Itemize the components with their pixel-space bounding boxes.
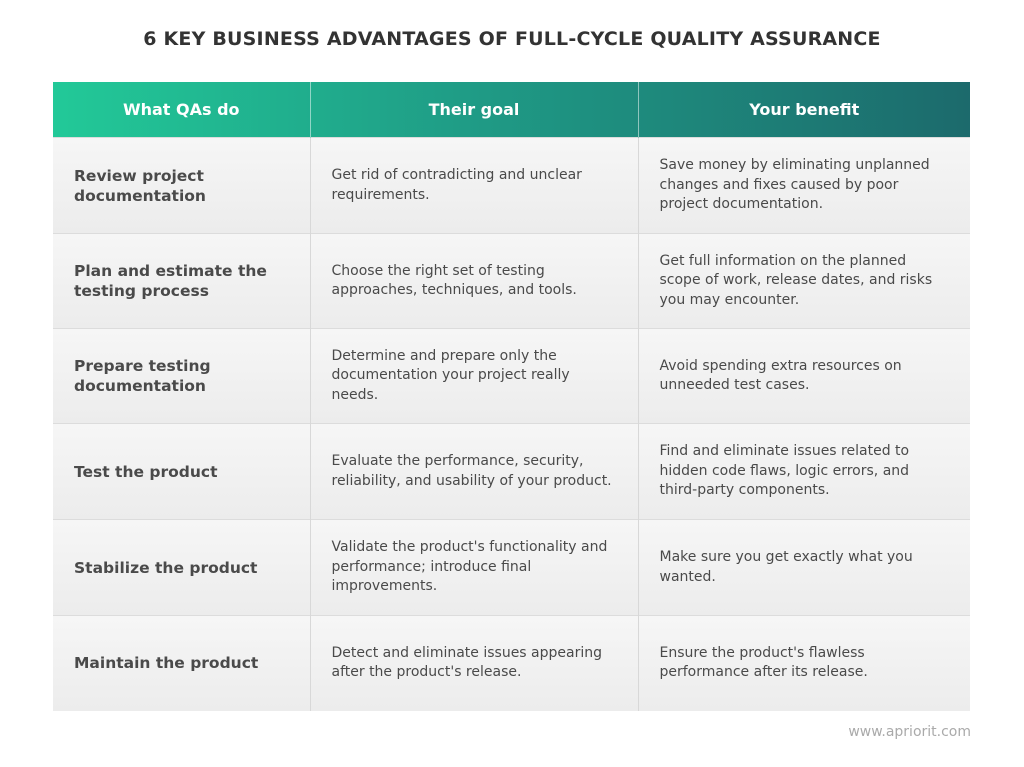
table-row: Stabilize the product Validate the produc…	[53, 519, 970, 616]
table-cell: Review project documentation	[53, 137, 311, 234]
table-cell: Choose the right set of testing approach…	[310, 233, 639, 329]
footer: www.apriorit.com	[848, 724, 971, 740]
table-cell: Make sure you get exactly what you wante…	[638, 519, 970, 616]
table-row: Prepare testing documentation Determine a…	[53, 328, 970, 424]
table-cell: Save money by eliminating unplanned chan…	[638, 137, 970, 234]
header-cell: What QAs do	[53, 82, 311, 138]
table-cell: Test the product	[53, 423, 311, 520]
table-row: Review project documentation Get rid of c…	[53, 137, 970, 234]
table-row: Plan and estimate the testing process Cho…	[53, 233, 970, 329]
table-cell: Plan and estimate the testing process	[53, 233, 311, 329]
table-cell: Determine and prepare only the documenta…	[310, 328, 639, 424]
table-row: Maintain the product Detect and eliminate…	[53, 615, 970, 711]
table-cell: Ensure the product's flawless performanc…	[638, 615, 970, 711]
table-cell: Evaluate the performance, security, reli…	[310, 423, 639, 520]
table-cell: Validate the product's functionality and…	[310, 519, 639, 616]
table: What QAs do Their goal Your benefit Review…	[53, 82, 970, 711]
header-row: What QAs do Their goal Your benefit	[53, 82, 970, 138]
title: 6 KEY BUSINESS ADVANTAGES OF FULL-CYCLE …	[143, 28, 881, 50]
table-cell: Get full information on the planned scop…	[638, 233, 970, 329]
table-cell: Detect and eliminate issues appearing af…	[310, 615, 639, 711]
table-body: Review project documentation Get rid of c…	[53, 137, 970, 711]
table-cell: Avoid spending extra resources on unneed…	[638, 328, 970, 424]
table-cell: Stabilize the product	[53, 519, 311, 616]
header-cell: Their goal	[310, 82, 639, 138]
table-cell: Find and eliminate issues related to hid…	[638, 423, 970, 520]
header-cell: Your benefit	[749, 100, 860, 119]
table-cell: Get rid of contradicting and unclear req…	[310, 137, 639, 234]
table-cell: Maintain the product	[53, 615, 311, 711]
table-row: Test the product Evaluate the performance…	[53, 423, 970, 520]
table-cell: Prepare testing documentation	[53, 328, 311, 424]
